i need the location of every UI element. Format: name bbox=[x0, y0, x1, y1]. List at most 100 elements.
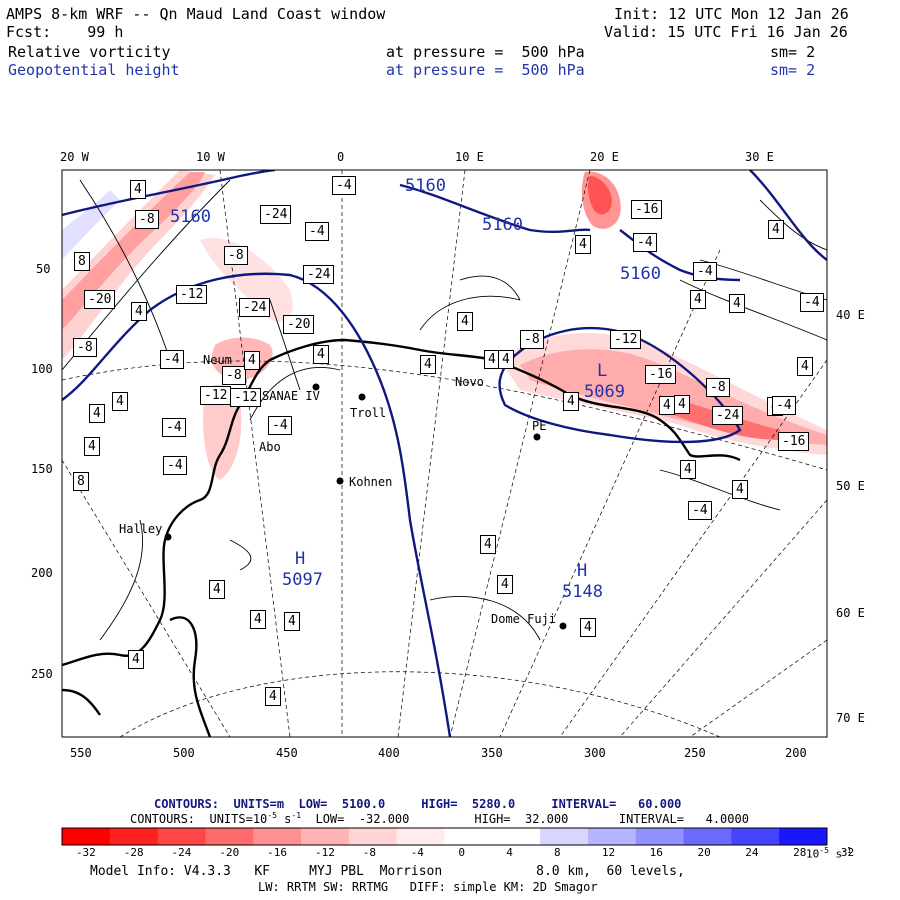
vorticity-contour-label: 4 bbox=[130, 180, 146, 199]
height-contours bbox=[62, 170, 827, 737]
vorticity-contour-label: -8 bbox=[224, 246, 248, 265]
vorticity-contour-label: 4 bbox=[457, 312, 473, 331]
vorticity-contour-label: -16 bbox=[645, 365, 677, 384]
vorticity-contour-label: -4 bbox=[305, 222, 329, 241]
y-tick-250: 250 bbox=[31, 667, 53, 681]
vorticity-contour-label: 4 bbox=[580, 618, 596, 637]
colorbar-swatch bbox=[205, 828, 254, 845]
x-tick-250: 250 bbox=[684, 746, 706, 760]
colorbar-tick: -20 bbox=[219, 846, 240, 859]
graticule bbox=[62, 170, 827, 737]
colorbar-tick: 28 bbox=[793, 846, 807, 859]
vorticity-contour-label: -24 bbox=[712, 406, 744, 425]
vorticity-contour-label: -8 bbox=[135, 210, 159, 229]
vorticity-contour-label: 4 bbox=[659, 396, 675, 415]
vorticity-contour-label: -4 bbox=[163, 456, 187, 475]
colorbar-tick: 12 bbox=[601, 846, 616, 859]
colorbar-tick: -4 bbox=[410, 846, 424, 859]
vorticity-contour-label: 4 bbox=[284, 612, 300, 631]
colorbar-swatch bbox=[396, 828, 445, 845]
field1-level: at pressure = 500 hPa bbox=[386, 43, 585, 61]
station-novo: Novo bbox=[455, 375, 484, 389]
vorticity-contour-label: -8 bbox=[520, 330, 544, 349]
colorbar-swatch bbox=[587, 828, 637, 845]
vorticity-contour-label: -24 bbox=[239, 298, 271, 317]
vorticity-contour-label: 4 bbox=[690, 290, 706, 309]
low-center-value: 5069 bbox=[584, 382, 625, 402]
y-tick-50: 50 bbox=[36, 262, 51, 276]
x-tick-500: 500 bbox=[173, 746, 195, 760]
vorticity-contour-label: 4 bbox=[797, 357, 813, 376]
x-tick-350: 350 bbox=[481, 746, 503, 760]
high-center-value-east: 5148 bbox=[562, 582, 603, 602]
vorticity-contour-label: 4 bbox=[89, 404, 105, 423]
vorticity-contour-label: -4 bbox=[633, 233, 657, 252]
high-center-value-west: 5097 bbox=[282, 570, 323, 590]
vorticity-contour-label: -8 bbox=[706, 378, 730, 397]
vorticity-contour-label: 4 bbox=[244, 351, 260, 370]
map-title: AMPS 8-km WRF -- Qn Maud Land Coast wind… bbox=[6, 5, 386, 23]
vorticity-contour-label: -12 bbox=[230, 388, 262, 407]
colorbar-swatch bbox=[779, 828, 828, 845]
vorticity-contour-label: 4 bbox=[128, 650, 144, 669]
y-tick-200: 200 bbox=[31, 566, 53, 580]
x-tick-200: 200 bbox=[785, 746, 807, 760]
height-contour-info: CONTOURS: UNITS=m LOW= 5100.0 HIGH= 5280… bbox=[154, 797, 682, 811]
x-tick-450: 450 bbox=[276, 746, 298, 760]
height-label-5160-d: 5160 bbox=[170, 207, 211, 227]
x-tick-400: 400 bbox=[378, 746, 400, 760]
lon-label-0: 0 bbox=[337, 150, 345, 164]
vorticity-contour-label: -4 bbox=[772, 396, 796, 415]
colorbar-tick: 32 bbox=[840, 846, 855, 859]
colorbar-tick: 0 bbox=[458, 846, 466, 859]
colorbar-tick: -32 bbox=[75, 846, 96, 859]
colorbar bbox=[62, 828, 828, 845]
colorbar-swatch bbox=[301, 828, 350, 845]
colorbar-tick: -16 bbox=[267, 846, 288, 859]
station-kohnen: Kohnen bbox=[349, 475, 393, 489]
colorbar-tick: 8 bbox=[554, 846, 561, 859]
colorbar-swatch bbox=[492, 828, 541, 845]
vorticity-contour-label: -20 bbox=[283, 315, 315, 334]
station-dome-fuji: Dome Fuji bbox=[491, 612, 557, 626]
vorticity-contour-label: 4 bbox=[209, 580, 225, 599]
colorbar-swatch bbox=[348, 828, 398, 845]
vorticity-contour-label: 4 bbox=[420, 355, 436, 374]
station-troll: Troll bbox=[350, 406, 387, 420]
lon-label-30e: 30 E bbox=[745, 150, 774, 164]
y-tick-100: 100 bbox=[31, 362, 53, 376]
vorticity-contour-label: -4 bbox=[693, 262, 717, 281]
vorticity-contour-label: 4 bbox=[563, 392, 579, 411]
lon-label-10w: 10 W bbox=[196, 150, 225, 164]
vorticity-contour-label: -16 bbox=[778, 432, 810, 451]
field1-name: Relative vorticity bbox=[8, 43, 171, 61]
vorticity-contour-label: 4 bbox=[575, 235, 591, 254]
lon-label-50e: 50 E bbox=[836, 479, 865, 493]
lon-label-40e: 40 E bbox=[836, 308, 865, 322]
field1-sm: sm= 2 bbox=[770, 43, 816, 61]
station-pe: PE bbox=[532, 419, 547, 433]
colorbar-unit: 10-5 s-1 bbox=[806, 846, 852, 861]
vorticity-contour-label: 4 bbox=[313, 345, 329, 364]
lon-label-60e: 60 E bbox=[836, 606, 865, 620]
high-center-marker-west: H bbox=[295, 549, 306, 569]
vorticity-contour-label: -12 bbox=[610, 330, 642, 349]
lon-label-20e: 20 E bbox=[590, 150, 619, 164]
field2-level: at pressure = 500 hPa bbox=[386, 61, 585, 79]
lon-label-70e: 70 E bbox=[836, 711, 865, 725]
vort-contour-info: CONTOURS: UNITS=10-5 s-1 LOW= -32.000 HI… bbox=[130, 811, 749, 826]
vorticity-contour-label: 4 bbox=[265, 687, 281, 706]
valid-time: Valid: 15 UTC Fri 16 Jan 26 bbox=[604, 23, 848, 41]
vorticity-contour-label: -4 bbox=[688, 501, 712, 520]
vorticity-contour-label: 4 bbox=[84, 437, 100, 456]
colorbar-swatch bbox=[109, 828, 159, 845]
colorbar-tick: -24 bbox=[171, 846, 192, 859]
colorbar-swatch bbox=[683, 828, 732, 845]
station-halley: Halley bbox=[119, 522, 163, 536]
forecast-hour: Fcst: 99 h bbox=[6, 23, 124, 41]
height-label-5160-c: 5160 bbox=[620, 264, 661, 284]
vorticity-contour-label: 8 bbox=[73, 472, 89, 491]
colorbar-tick: -8 bbox=[362, 846, 377, 859]
field2-name: Geopotential height bbox=[8, 61, 180, 79]
model-info: Model Info: V4.3.3 KF MYJ PBL Morrison 8… bbox=[90, 864, 685, 879]
